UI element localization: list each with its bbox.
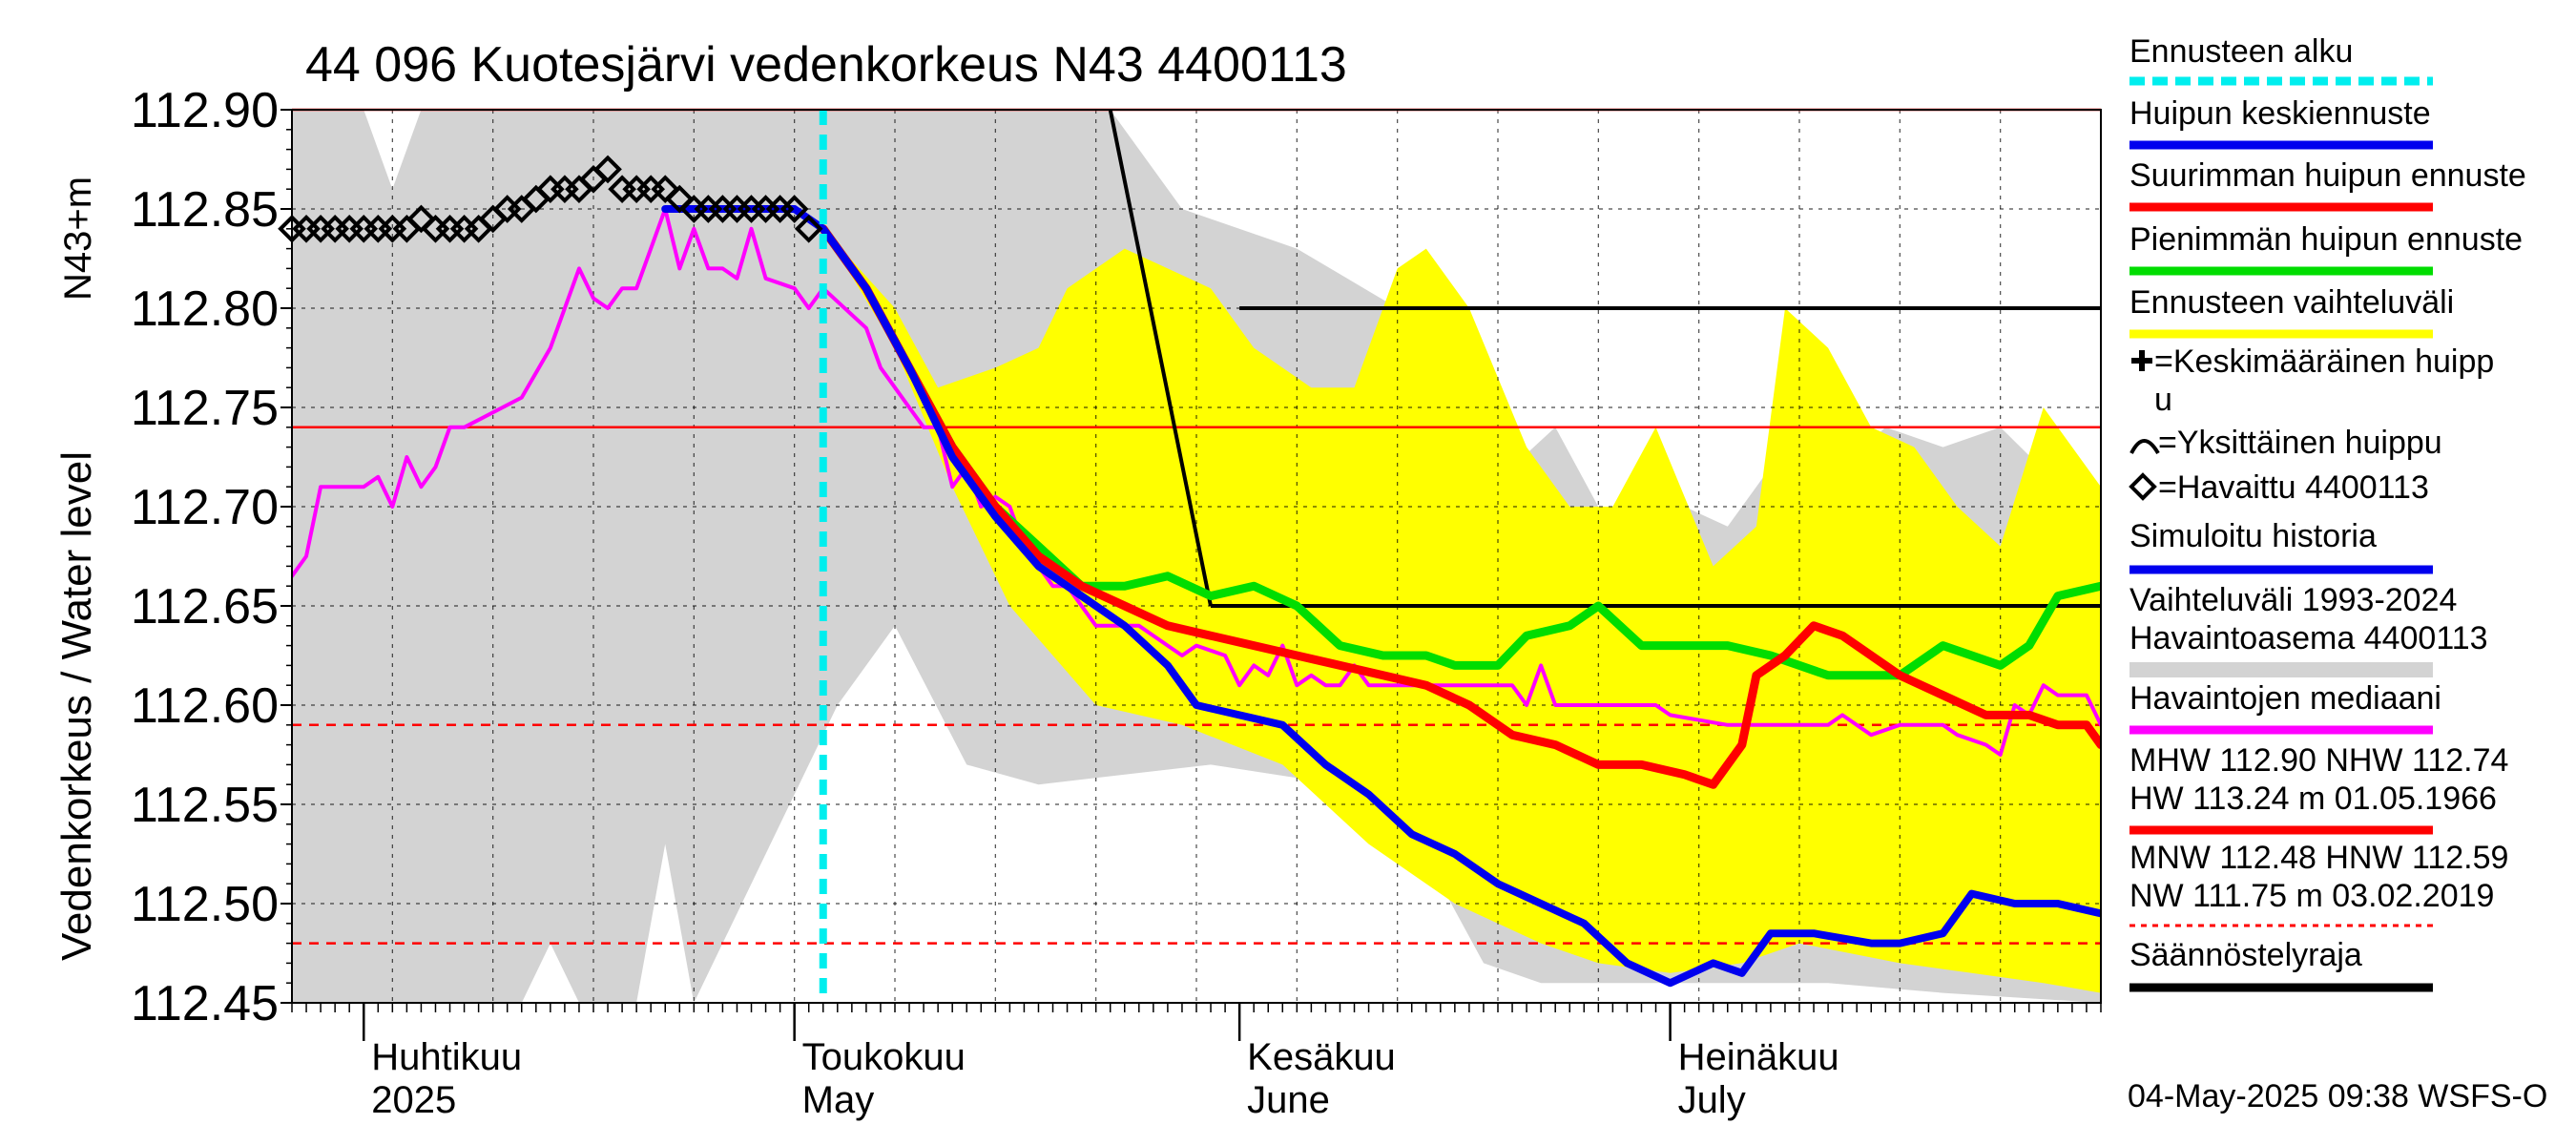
- plus-symbol-icon: [2131, 350, 2152, 371]
- legend-label: MNW 112.48 HNW 112.59: [2129, 840, 2508, 876]
- markers-layer: [278, 155, 823, 243]
- y-tick-label: 112.60: [131, 678, 279, 734]
- y-tick-label: 112.80: [131, 281, 279, 337]
- footer-timestamp: 04-May-2025 09:38 WSFS-O: [2128, 1078, 2547, 1114]
- y-axis: 112.90 112.85 112.80 112.75 112.70 112.65 112.…: [131, 83, 292, 1031]
- y-tick-label: 112.65: [131, 579, 279, 635]
- y-tick-label: 112.90: [131, 83, 279, 138]
- bands-layer: [292, 110, 2101, 1003]
- legend-label: NW 111.75 m 03.02.2019: [2129, 878, 2494, 914]
- x-month-label-en: June: [1247, 1079, 1330, 1121]
- legend-label: HW 113.24 m 01.05.1966: [2129, 781, 2497, 817]
- legend-label: Simuloitu historia: [2129, 518, 2377, 554]
- y-axis-unit: N43+m: [57, 177, 99, 301]
- legend-label: Pienimmän huipun ennuste: [2129, 221, 2523, 258]
- y-tick-label: 112.85: [131, 182, 279, 238]
- legend: Ennusteen alku Huipun keskiennuste Suurimm…: [2129, 33, 2526, 992]
- observed-point: [651, 175, 680, 204]
- y-tick-label: 112.50: [131, 877, 279, 932]
- x-month-label: Kesäkuu: [1247, 1036, 1396, 1078]
- series-line: [819, 224, 2101, 789]
- legend-label: Säännöstelyraja: [2129, 937, 2362, 973]
- legend-label: Suurimman huipun ennuste: [2129, 157, 2526, 194]
- observed-point: [665, 184, 695, 214]
- x-month-label-en: May: [802, 1079, 875, 1121]
- legend-label: =Yksittäinen huippu: [2158, 425, 2442, 461]
- legend-label: =Havaittu 4400113: [2158, 469, 2429, 506]
- x-month-label-en: 2025: [371, 1079, 456, 1121]
- x-month-label: Toukokuu: [802, 1036, 966, 1078]
- y-axis-label: Vedenkorkeus / Water level: [53, 451, 100, 961]
- legend-label: u: [2154, 382, 2172, 418]
- legend-label: Havaintojen mediaani: [2129, 680, 2441, 717]
- legend-label: Vaihteluväli 1993-2024: [2129, 582, 2457, 618]
- y-tick-label: 112.45: [131, 976, 279, 1031]
- chart-title: 44 096 Kuotesjärvi vedenkorkeus N43 4400…: [305, 37, 1347, 93]
- x-month-label-en: July: [1678, 1079, 1746, 1121]
- regulation-limit-line: [1108, 110, 1213, 607]
- y-tick-label: 112.75: [131, 381, 279, 436]
- lines-layer: [292, 110, 2101, 1003]
- observed-point: [794, 214, 823, 243]
- x-month-label: Heinäkuu: [1678, 1036, 1839, 1078]
- series-line: [819, 224, 2101, 680]
- x-month-label: Huhtikuu: [371, 1036, 522, 1078]
- legend-label: Huipun keskiennuste: [2129, 95, 2431, 132]
- legend-label: Ennusteen alku: [2129, 33, 2353, 70]
- legend-label: MHW 112.90 NHW 112.74: [2129, 742, 2508, 779]
- legend-label: Havaintoasema 4400113: [2129, 620, 2488, 656]
- y-tick-label: 112.70: [131, 480, 279, 535]
- legend-label: Ennusteen vaihteluväli: [2129, 284, 2454, 321]
- y-tick-label: 112.55: [131, 778, 279, 833]
- arc-symbol-icon: [2129, 439, 2160, 455]
- observed-point: [593, 155, 622, 184]
- observed-point: [779, 195, 809, 223]
- series-line: [661, 205, 2101, 988]
- legend-label: =Keskimääräinen huipp: [2154, 344, 2494, 380]
- band-ennusteen: [822, 228, 2101, 993]
- observed-point: [406, 204, 436, 234]
- diamond-symbol-icon: [2129, 472, 2157, 501]
